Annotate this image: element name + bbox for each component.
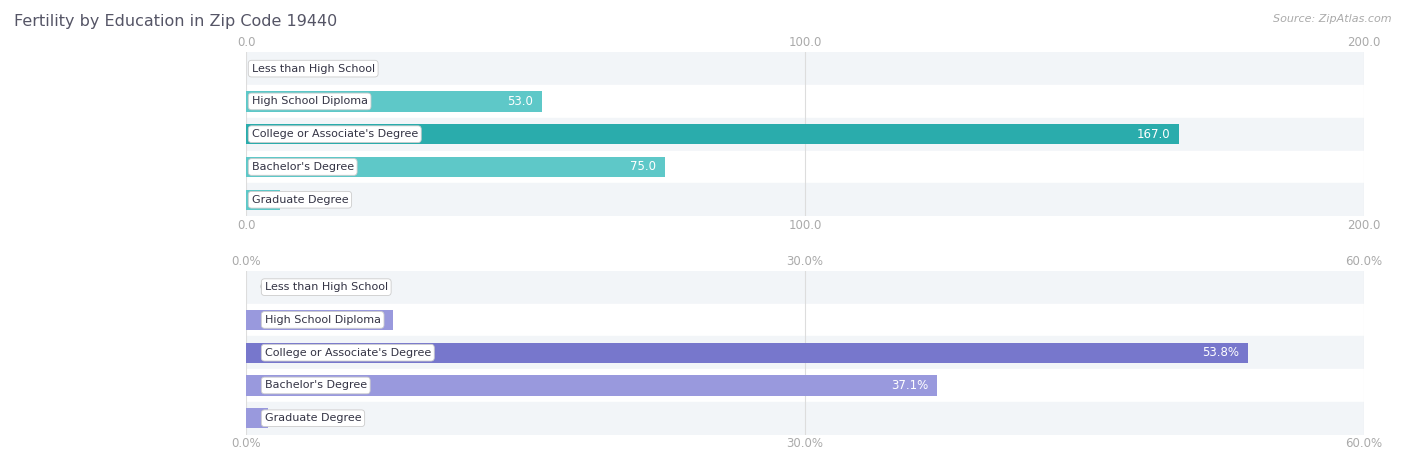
Bar	[246, 91, 543, 112]
Bar	[246, 402, 1364, 435]
Bar	[246, 85, 1364, 118]
Text: 7.9%: 7.9%	[354, 314, 384, 326]
Text: Source: ZipAtlas.com: Source: ZipAtlas.com	[1274, 14, 1392, 24]
Text: Less than High School: Less than High School	[252, 64, 375, 74]
Bar	[246, 124, 1180, 144]
Text: Less than High School: Less than High School	[264, 282, 388, 292]
Bar	[246, 183, 1364, 216]
Bar	[246, 157, 665, 177]
Bar	[246, 342, 1249, 363]
Text: 167.0: 167.0	[1137, 128, 1170, 141]
Text: High School Diploma: High School Diploma	[252, 96, 367, 106]
Text: Bachelor's Degree: Bachelor's Degree	[264, 380, 367, 390]
Text: Fertility by Education in Zip Code 19440: Fertility by Education in Zip Code 19440	[14, 14, 337, 29]
Bar	[246, 336, 1364, 369]
Bar	[246, 151, 1364, 183]
Text: 0.0%: 0.0%	[260, 281, 290, 294]
Text: 37.1%: 37.1%	[891, 379, 928, 392]
Bar	[246, 118, 1364, 151]
Bar	[246, 310, 394, 330]
Text: 1.2%: 1.2%	[281, 412, 312, 425]
Text: 53.8%: 53.8%	[1202, 346, 1239, 359]
Text: High School Diploma: High School Diploma	[264, 315, 381, 325]
Text: 53.0: 53.0	[508, 95, 533, 108]
Bar	[246, 375, 938, 396]
Bar	[246, 304, 1364, 336]
Text: 75.0: 75.0	[630, 161, 657, 173]
Text: 0.0: 0.0	[260, 62, 278, 75]
Bar	[246, 408, 269, 428]
Bar	[246, 190, 280, 210]
Bar	[246, 271, 1364, 304]
Text: Bachelor's Degree: Bachelor's Degree	[252, 162, 354, 172]
Bar	[246, 52, 1364, 85]
Text: College or Associate's Degree: College or Associate's Degree	[264, 348, 430, 358]
Text: 6.0: 6.0	[292, 193, 312, 206]
Text: Graduate Degree: Graduate Degree	[252, 195, 349, 205]
Text: Graduate Degree: Graduate Degree	[264, 413, 361, 423]
Text: College or Associate's Degree: College or Associate's Degree	[252, 129, 418, 139]
Bar	[246, 369, 1364, 402]
